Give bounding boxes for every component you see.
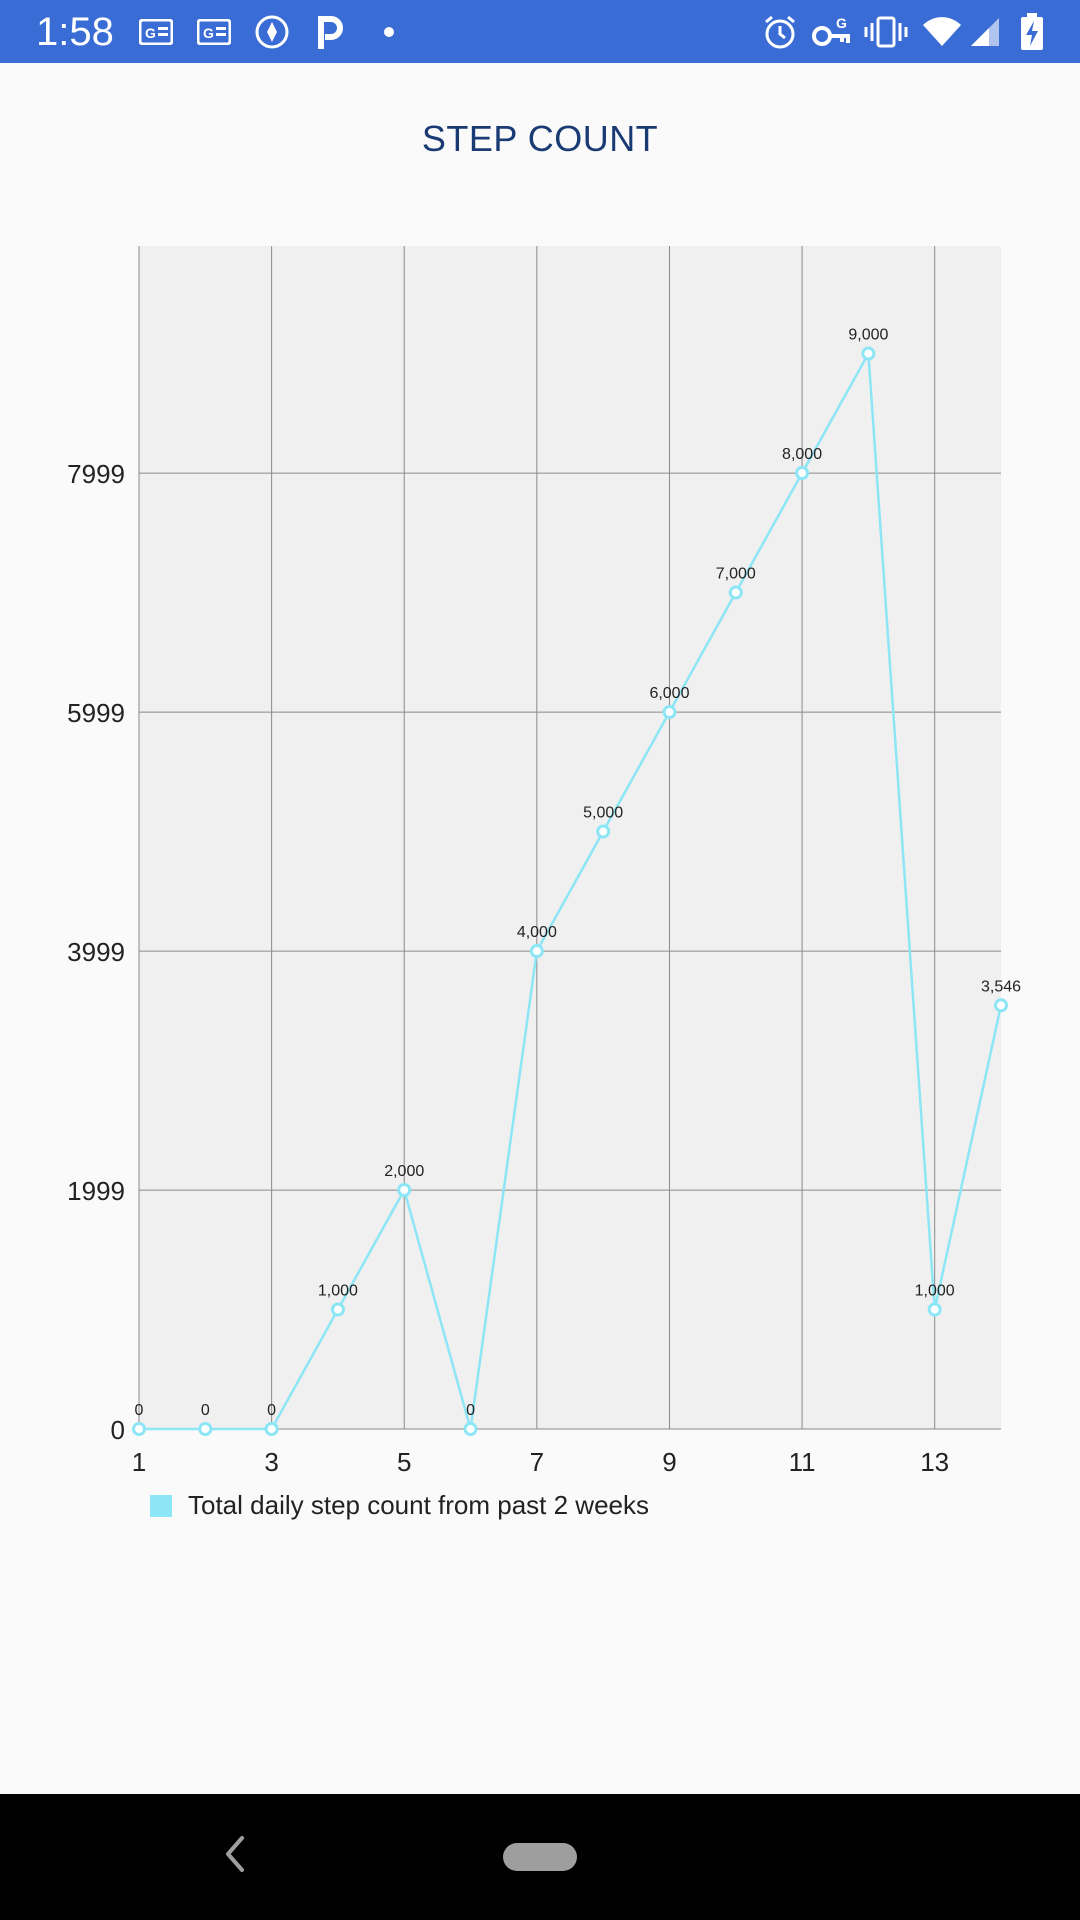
chart-legend: Total daily step count from past 2 weeks <box>150 1490 649 1521</box>
back-icon[interactable] <box>210 1824 260 1884</box>
location-icon <box>254 0 290 63</box>
alarm-icon <box>762 0 798 63</box>
p-icon <box>316 0 346 63</box>
y-tick-label: 1999 <box>67 1176 125 1206</box>
data-point <box>264 1422 279 1436</box>
data-label: 5,000 <box>583 805 623 822</box>
data-point <box>330 1302 345 1317</box>
x-tick-label: 5 <box>397 1447 411 1477</box>
data-point <box>132 1422 146 1436</box>
data-label: 0 <box>466 1402 475 1419</box>
wifi-icon <box>922 0 962 63</box>
x-tick-label: 7 <box>530 1447 544 1477</box>
data-label: 0 <box>201 1402 210 1419</box>
news-icon: G <box>138 0 174 63</box>
svg-text:G: G <box>145 25 156 41</box>
y-tick-label: 0 <box>111 1415 125 1445</box>
data-label: 6,000 <box>649 685 689 702</box>
legend-label: Total daily step count from past 2 weeks <box>188 1490 650 1520</box>
data-label: 4,000 <box>517 924 557 941</box>
y-tick-label: 7999 <box>67 459 125 489</box>
dot-icon <box>382 0 396 63</box>
data-point <box>861 346 876 361</box>
battery-charging-icon <box>1018 0 1046 63</box>
legend-swatch <box>150 1494 172 1517</box>
x-tick-label: 11 <box>789 1447 816 1477</box>
data-point <box>728 585 743 600</box>
navigation-bar <box>0 1794 1080 1920</box>
series-line <box>139 349 1003 1431</box>
plot-area <box>139 246 1001 1429</box>
data-point <box>198 1422 213 1436</box>
data-label: 1,000 <box>318 1283 358 1300</box>
data-point <box>795 466 810 481</box>
vpn-key-icon: G <box>812 0 852 63</box>
home-button[interactable] <box>503 1843 577 1871</box>
data-point <box>463 1422 478 1436</box>
page-title: STEP COUNT <box>421 118 659 159</box>
data-point <box>662 705 677 720</box>
data-point <box>927 1302 942 1317</box>
data-label: 0 <box>267 1402 276 1419</box>
x-tick-label: 13 <box>920 1447 949 1477</box>
x-tick-label: 1 <box>132 1447 146 1477</box>
vibrate-icon <box>864 0 908 63</box>
data-point <box>397 1183 412 1198</box>
signal-icon <box>968 0 1002 63</box>
data-label: 9,000 <box>848 327 888 344</box>
data-point <box>596 824 611 839</box>
y-tick-label: 3999 <box>67 937 125 967</box>
svg-text:G: G <box>203 25 214 41</box>
news-icon: G <box>196 0 232 63</box>
data-label: 7,000 <box>716 566 756 583</box>
status-bar: 1:58 G G G <box>0 0 1080 63</box>
y-tick-label: 5999 <box>67 698 125 728</box>
data-label: 0 <box>135 1402 144 1419</box>
data-point <box>994 998 1008 1013</box>
data-label: 2,000 <box>384 1163 424 1180</box>
status-time: 1:58 <box>36 10 114 54</box>
data-point <box>529 944 544 959</box>
svg-text:G: G <box>836 15 847 31</box>
data-label: 8,000 <box>782 446 822 463</box>
x-tick-label: 9 <box>662 1447 676 1477</box>
data-label: 3,546 <box>981 978 1021 995</box>
data-label: 1,000 <box>915 1283 955 1300</box>
x-tick-label: 3 <box>264 1447 278 1477</box>
